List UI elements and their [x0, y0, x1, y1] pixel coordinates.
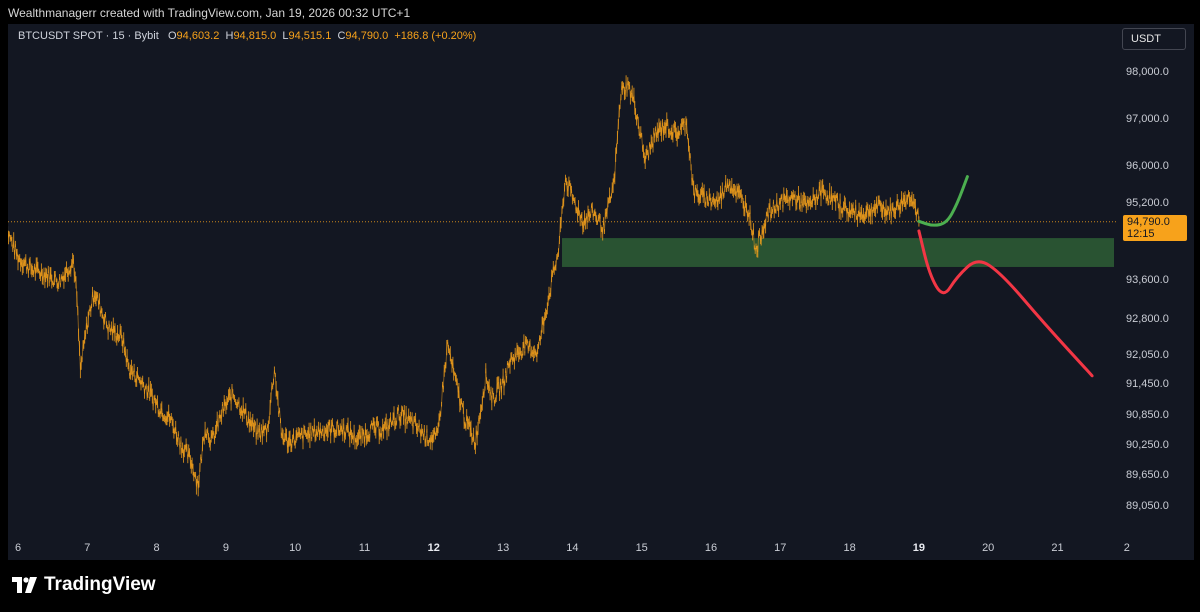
open-label: O — [167, 30, 177, 42]
x-tick-label: 11 — [359, 542, 370, 554]
x-tick-label: 9 — [223, 542, 229, 554]
y-tick-label: 89,050.0 — [1126, 500, 1169, 512]
y-tick-label: 93,600.0 — [1126, 274, 1169, 286]
y-tick-label: 97,000.0 — [1126, 113, 1169, 125]
price-series-line — [8, 81, 920, 489]
high-value: 94,815.0 — [233, 30, 277, 42]
tradingview-logo-icon — [12, 577, 37, 593]
x-tick-label: 18 — [843, 542, 855, 554]
y-tick-label: 89,650.0 — [1126, 469, 1169, 481]
low-value: 94,515.1 — [288, 30, 332, 42]
y-tick-label: 91,450.0 — [1126, 378, 1169, 390]
x-tick-label: 20 — [982, 542, 994, 554]
y-tick-label: 98,000.0 — [1126, 66, 1169, 78]
change-value: +186.8 (+0.20%) — [394, 30, 477, 42]
price-chart[interactable]: 98,000.0 97,000.0 96,000.0 95,200.0 93,600.0… — [8, 24, 1194, 560]
y-tick-label: 90,250.0 — [1126, 439, 1169, 451]
bullish-projection-path[interactable] — [917, 175, 969, 227]
close-value: 94,790.0 — [345, 30, 389, 42]
x-tick-label: 6 — [15, 542, 21, 554]
x-tick-label: 19 — [913, 542, 925, 554]
y-tick-label: 90,850.0 — [1126, 409, 1169, 421]
x-tick-label: 8 — [154, 542, 160, 554]
brand-name: TradingView — [44, 574, 156, 595]
currency-button[interactable]: USDT — [1122, 28, 1186, 50]
bar-countdown: 12:15 — [1127, 228, 1155, 240]
low-label: L — [282, 30, 289, 42]
close-label: C — [337, 30, 346, 42]
x-tick-label: 17 — [774, 542, 786, 554]
y-tick-label: 92,800.0 — [1126, 313, 1169, 325]
credit-line: Wealthmanagerr created with TradingView.… — [8, 6, 411, 20]
chart-panel[interactable]: 98,000.0 97,000.0 96,000.0 95,200.0 93,600.0… — [8, 24, 1194, 560]
last-price: 94,790.0 — [1127, 216, 1170, 228]
last-price-badge: 94,790.0 12:15 — [1123, 215, 1187, 241]
x-tick-label: 12 — [428, 542, 440, 554]
x-tick-label: 15 — [636, 542, 648, 554]
x-tick-label: 21 — [1051, 542, 1063, 554]
x-tick-label: 7 — [84, 542, 90, 554]
x-tick-label: 16 — [705, 542, 717, 554]
tradingview-logo[interactable]: TradingView — [12, 574, 156, 596]
y-tick-label: 92,050.0 — [1126, 349, 1169, 361]
x-tick-label: 10 — [289, 542, 301, 554]
x-tick-label: 14 — [566, 542, 578, 554]
x-tick-label: 13 — [497, 542, 509, 554]
symbol-info: BTCUSDT SPOT · 15 · Bybit — [18, 30, 159, 42]
y-tick-label: 96,000.0 — [1126, 160, 1169, 172]
high-label: H — [225, 30, 234, 42]
symbol-legend: BTCUSDT SPOT · 15 · Bybit O94,603.2 H94,… — [18, 30, 476, 42]
y-tick-label: 95,200.0 — [1126, 197, 1169, 209]
demand-zone[interactable] — [562, 238, 1114, 267]
open-value: 94,603.2 — [176, 30, 220, 42]
bearish-projection-path[interactable] — [917, 229, 1094, 378]
x-tick-label: 2 — [1124, 542, 1130, 554]
